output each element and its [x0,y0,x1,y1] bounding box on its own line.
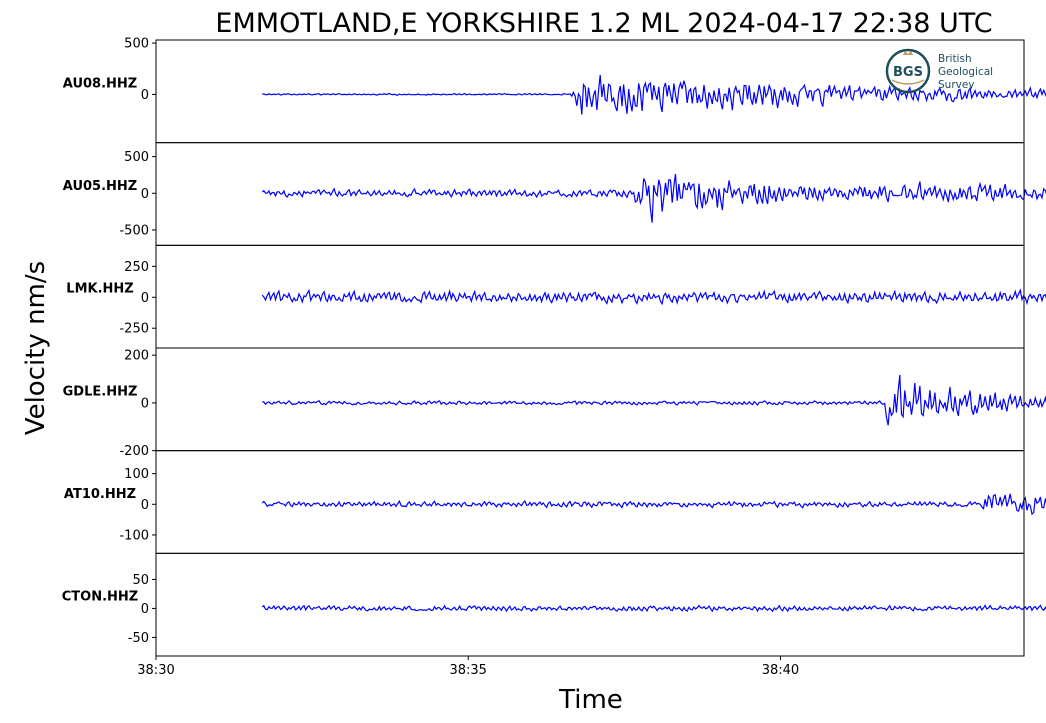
x-axis-label: Time [558,685,623,715]
trace-panel: 50 0 -50 CTON.HHZ [62,552,1046,657]
station-label: AU08.HHZ [63,76,137,91]
waveform-line [262,74,1046,115]
trace-panel: 100 0 -100 AT10.HHZ [64,450,1046,554]
y-tick-label: 50 [132,573,149,588]
panel-frame [155,552,1025,657]
y-tick-label: 0 [141,396,149,411]
x-tick-label: 38:35 [449,663,486,678]
chart-title: EMMOTLAND,E YORKSHIRE 1.2 ML 2024-04-17 … [215,8,992,39]
logo-line-1: British [938,53,972,65]
y-tick-label: 0 [141,602,149,617]
x-tick-label: 38:40 [762,663,799,678]
logo-abbrev: BGS [893,65,923,80]
waveform-line [262,374,1046,426]
y-tick-label: 500 [124,37,149,52]
y-tick-label: -50 [128,631,149,646]
y-tick-label: 0 [141,498,149,513]
waveform-line [261,493,1046,516]
trace-panel: 200 0 -200 GDLE.HHZ [63,347,1046,459]
bgs-logo: BGS British Geological Survey [885,48,993,94]
logo-wave-icon [891,79,925,85]
station-label: GDLE.HHZ [63,384,138,399]
y-tick-label: 250 [124,260,149,275]
panel-frame [155,450,1025,554]
waveform-line [261,288,1046,306]
y-tick-label: 0 [141,187,149,202]
y-tick-label: 100 [124,467,149,482]
waveform-line [261,174,1046,223]
y-tick-label: -250 [119,322,149,337]
panel-frame [155,142,1025,246]
y-tick-label: -500 [119,223,149,238]
logo-line-3: Survey [938,79,975,91]
y-tick-label: -100 [119,528,149,543]
station-label: CTON.HHZ [62,590,138,605]
y-tick-label: 200 [124,349,149,364]
crown-icon [903,51,913,55]
trace-panel: 500 0 -500 AU05.HHZ [63,142,1046,246]
station-label: AU05.HHZ [63,179,137,194]
station-label: LMK.HHZ [66,282,133,297]
y-tick-label: 500 [124,150,149,165]
logo-line-2: Geological [938,66,993,78]
y-tick-label: -200 [119,444,149,459]
x-tick-label: 38:30 [137,663,174,678]
y-tick-label: 0 [141,88,149,103]
trace-panel: 250 0 -250 LMK.HHZ [66,244,1046,349]
x-axis: 38:3038:3538:4038:4538:5038:5539:0039:05… [137,656,799,678]
y-tick-label: 0 [141,291,149,306]
waveform-line [261,604,1046,613]
trace-panels: 5000AU08.HHZ5000-500AU05.HHZ2500-250LMK.… [62,37,1046,657]
y-axis-label: Velocity nm/s [21,261,51,435]
trace-panel: 500 0 AU08.HHZ [63,37,1046,144]
logo-ring-icon [885,48,931,94]
station-label: AT10.HHZ [64,487,136,502]
